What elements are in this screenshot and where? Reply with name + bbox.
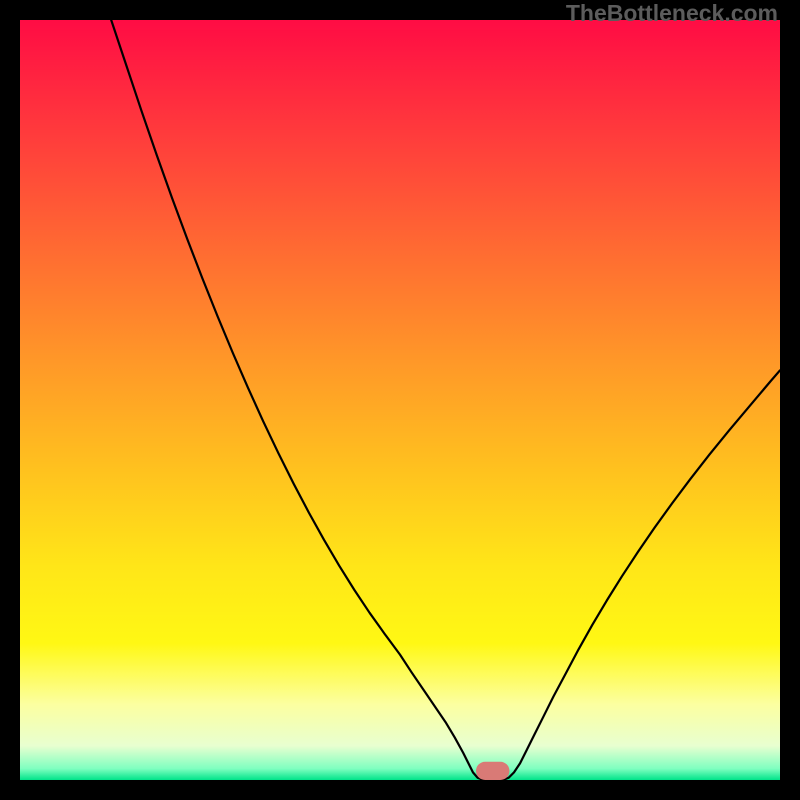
chart-plot-area — [20, 20, 780, 780]
chart-frame: TheBottleneck.com — [0, 0, 800, 800]
gradient-background — [20, 20, 780, 780]
optimal-point-marker — [476, 762, 509, 780]
